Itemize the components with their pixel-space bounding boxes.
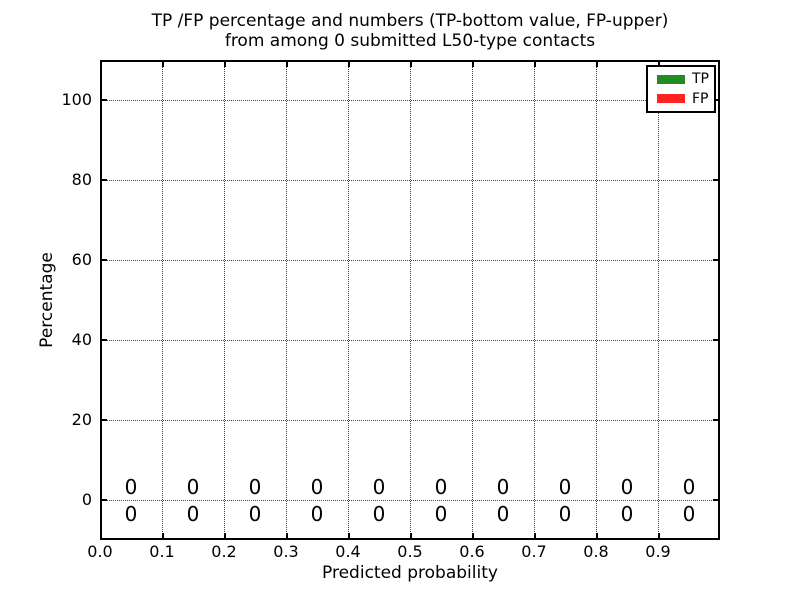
x-tick-label: 0.9 (645, 542, 671, 561)
legend-item-tp: TP (657, 72, 714, 86)
xtick-top (162, 62, 164, 67)
xtick-bottom (286, 533, 288, 538)
xtick-top (286, 62, 288, 67)
gridline-x-0.9 (658, 62, 659, 538)
x-axis-label: Predicted probability (322, 563, 498, 583)
gridline-x-0.7 (534, 62, 535, 538)
ytick-left (102, 339, 107, 341)
x-tick-label: 0.0 (87, 542, 113, 561)
tp-count-label: 0 (496, 502, 510, 526)
xtick-bottom (472, 533, 474, 538)
xtick-top (472, 62, 474, 67)
ytick-right (713, 259, 718, 261)
xtick-top (658, 62, 660, 67)
fp-count-label: 0 (310, 475, 324, 499)
tp-count-label: 0 (434, 502, 448, 526)
x-tick-label: 0.5 (397, 542, 423, 561)
fp-count-label: 0 (372, 475, 386, 499)
tp-count-label: 0 (310, 502, 324, 526)
tp-count-label: 0 (682, 502, 696, 526)
gridline-x-0.4 (348, 62, 349, 538)
ytick-left (102, 259, 107, 261)
fp-count-label: 0 (434, 475, 448, 499)
fp-count-label: 0 (124, 475, 138, 499)
xtick-top (410, 62, 412, 67)
y-tick-label: 0 (81, 490, 92, 509)
legend: TP FP (646, 65, 716, 113)
legend-label-tp: TP (692, 71, 709, 88)
x-tick-label: 0.6 (459, 542, 485, 561)
fp-count-label: 0 (558, 475, 572, 499)
ytick-right (713, 339, 718, 341)
ytick-left (102, 99, 107, 101)
legend-label-fp: FP (692, 90, 709, 107)
y-tick-label: 100 (61, 90, 92, 109)
tp-count-label: 0 (372, 502, 386, 526)
y-tick-label: 60 (71, 250, 92, 269)
ytick-right (713, 179, 718, 181)
x-tick-label: 0.7 (521, 542, 547, 561)
xtick-top (224, 62, 226, 67)
tp-count-label: 0 (124, 502, 138, 526)
xtick-bottom (224, 533, 226, 538)
ytick-right (713, 499, 718, 501)
tp-count-label: 0 (248, 502, 262, 526)
xtick-top (534, 62, 536, 67)
xtick-bottom (534, 533, 536, 538)
fp-count-label: 0 (248, 475, 262, 499)
chart-title-line1: TP /FP percentage and numbers (TP-bottom… (151, 11, 669, 31)
x-tick-label: 0.3 (273, 542, 299, 561)
x-tick-label: 0.2 (211, 542, 237, 561)
gridline-x-0.3 (286, 62, 287, 538)
xtick-bottom (100, 533, 102, 538)
plot-area: 0 0 0 0 0 0 0 0 0 0 0 0 0 0 0 0 0 0 0 0 TP FP (100, 60, 720, 540)
tp-count-label: 0 (620, 502, 634, 526)
xtick-top (348, 62, 350, 67)
xtick-top (596, 62, 598, 67)
xtick-bottom (596, 533, 598, 538)
y-tick-label: 20 (71, 410, 92, 429)
y-tick-label: 80 (71, 170, 92, 189)
tp-count-label: 0 (186, 502, 200, 526)
gridline-x-0.1 (162, 62, 163, 538)
tp-count-label: 0 (558, 502, 572, 526)
gridline-x-0.5 (410, 62, 411, 538)
fp-count-label: 0 (496, 475, 510, 499)
xtick-bottom (348, 533, 350, 538)
xtick-bottom (162, 533, 164, 538)
x-tick-label: 0.1 (149, 542, 175, 561)
fp-color-swatch-icon (657, 94, 685, 104)
fp-count-label: 0 (682, 475, 696, 499)
gridline-x-0.8 (596, 62, 597, 538)
xtick-bottom (410, 533, 412, 538)
tp-color-swatch-icon (657, 74, 685, 84)
ytick-left (102, 499, 107, 501)
ytick-right (713, 419, 718, 421)
ytick-left (102, 419, 107, 421)
xtick-bottom (658, 533, 660, 538)
gridline-x-0.2 (224, 62, 225, 538)
x-tick-label: 0.8 (583, 542, 609, 561)
x-tick-label: 0.4 (335, 542, 361, 561)
y-tick-label: 40 (71, 330, 92, 349)
chart-title: TP /FP percentage and numbers (TP-bottom… (100, 11, 720, 51)
chart-title-line2: from among 0 submitted L50-type contacts (224, 31, 596, 51)
ytick-left (102, 179, 107, 181)
fp-count-label: 0 (186, 475, 200, 499)
fp-count-label: 0 (620, 475, 634, 499)
gridline-x-0.6 (472, 62, 473, 538)
legend-item-fp: FP (657, 92, 714, 106)
xtick-top (100, 62, 102, 67)
